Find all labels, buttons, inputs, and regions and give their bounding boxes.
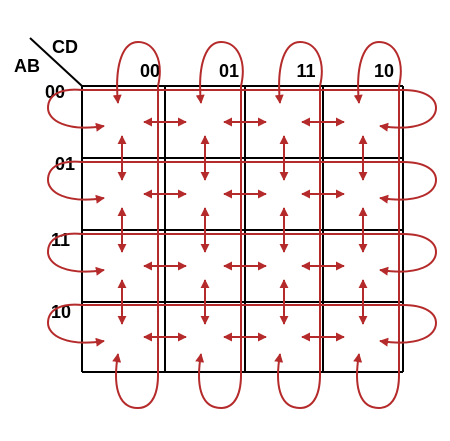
- column-wraparound-loop-10: [353, 40, 402, 410]
- column-wraparound-loop-01: [195, 40, 244, 410]
- row-wraparound-loop-00: [46, 88, 438, 132]
- karnaugh-grid: [81, 85, 404, 373]
- row-variables-label: AB: [14, 56, 40, 76]
- row-wraparound-loop-10: [46, 303, 438, 347]
- row-wraparound-loop-01: [46, 160, 438, 204]
- row-label-10: 10: [51, 302, 71, 322]
- column-label-10: 10: [374, 61, 394, 81]
- column-wraparound-loop-00: [112, 40, 161, 410]
- column-wraparound-loop-11: [274, 40, 323, 410]
- column-label-01: 01: [219, 61, 239, 81]
- corner-diagonal: [29, 37, 83, 87]
- column-variables-label: CD: [52, 37, 78, 57]
- row-label-01: 01: [55, 154, 75, 174]
- column-label-00: 00: [140, 61, 160, 81]
- column-label-11: 11: [296, 61, 315, 81]
- row-wraparound-loop-11: [46, 232, 438, 276]
- adjacency-arrows: [46, 40, 438, 410]
- row-label-00: 00: [45, 82, 65, 102]
